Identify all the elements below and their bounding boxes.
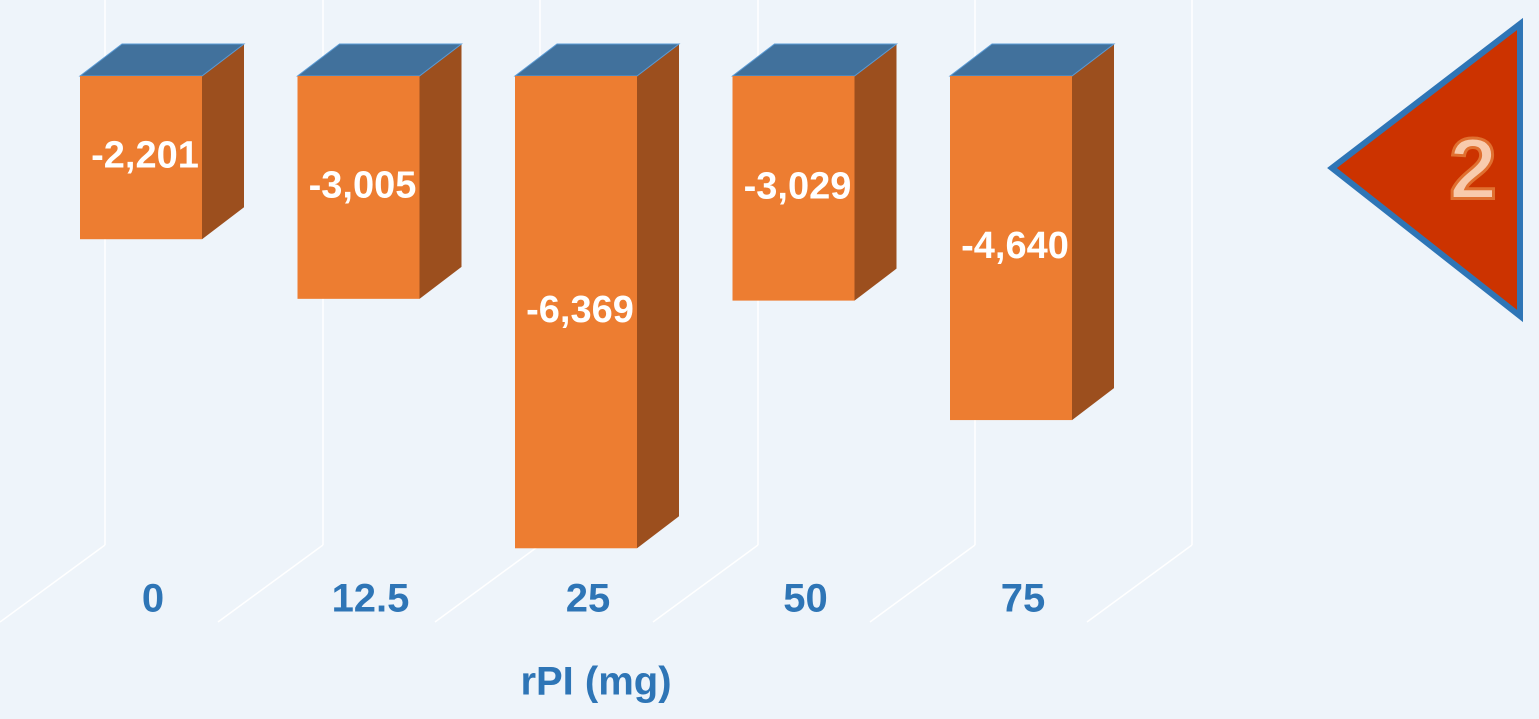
bar (732, 76, 855, 301)
bar (515, 76, 637, 549)
value-label: -3,005 (309, 164, 417, 206)
bar-side (637, 44, 679, 549)
bar (80, 76, 202, 240)
bar-side (202, 44, 244, 240)
bar (950, 76, 1072, 421)
bar (297, 76, 420, 299)
bar-side (854, 44, 897, 301)
value-label: -2,201 (91, 135, 199, 177)
bar-side (1072, 44, 1114, 421)
x-tick-label: 0 (142, 577, 164, 621)
x-axis-label: rPI (mg) (520, 660, 671, 704)
badge-triangle (1327, 17, 1523, 323)
badge-text: 2 (1449, 122, 1497, 218)
bar-side (419, 44, 462, 299)
value-label: -4,640 (961, 225, 1069, 267)
x-tick-label: 50 (783, 577, 828, 621)
x-tick-label: 12.5 (332, 577, 410, 621)
x-tick-label: 25 (566, 577, 611, 621)
badge: 2 (1327, 17, 1523, 323)
value-label: -3,029 (744, 165, 852, 207)
x-tick-label: 75 (1001, 577, 1046, 621)
value-label: -6,369 (526, 289, 634, 331)
